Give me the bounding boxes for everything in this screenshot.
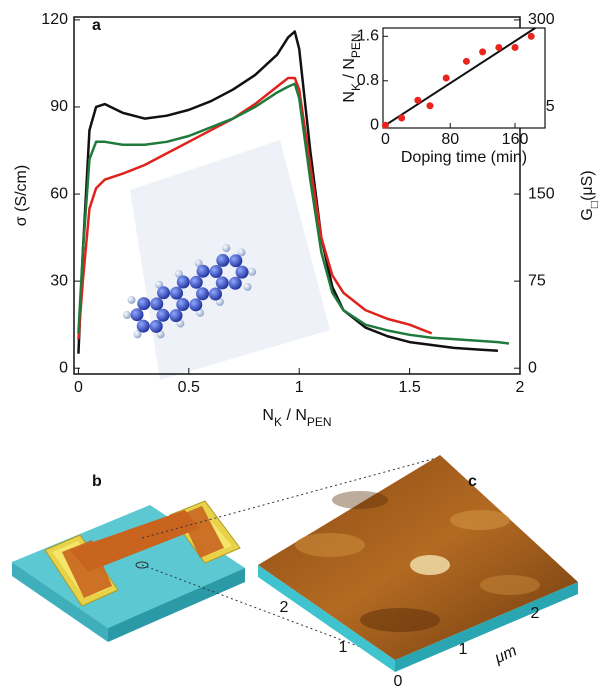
axis-label: 2 [280,599,289,616]
point [398,114,406,122]
y-axis-label: σ (S/cm) [13,165,30,226]
atom-c [176,298,190,312]
atom-h [127,295,136,304]
y-tick-label: 1.6 [357,28,379,45]
atom-c [176,275,190,289]
axis-label: G□(μS) [579,170,601,220]
atom-h [243,282,252,291]
device [12,456,441,661]
axis-label: 0 [394,673,403,690]
x-tick-label: 1 [295,379,304,396]
panel-label: c [468,473,477,490]
atom-h [222,244,231,253]
y-tick-label: 0 [59,359,68,376]
atom-c [149,319,163,333]
atom-h [237,248,246,257]
inset-frame [382,27,546,129]
axis-label: 1 [459,641,468,658]
y-tick-label: 0.8 [357,72,379,89]
series-line [77,82,510,345]
atom-c [189,298,203,312]
y-tick-label: 30 [50,272,68,289]
point [479,48,487,56]
atom-c [189,275,203,289]
fit-line [384,27,536,127]
atom-c [156,308,170,322]
atom-c [170,286,184,300]
atom-h [133,330,142,339]
y2-tick-label: 0 [528,359,537,376]
x-tick-label: 0 [74,379,83,396]
y-tick-label: 120 [41,11,68,28]
y-tick-label: 90 [50,98,68,115]
panel-label: b [92,473,102,490]
afm-image [258,455,578,672]
atom-c [137,297,151,311]
point [426,102,434,110]
x-tick-label: 0 [381,131,390,148]
y2-tick-label: 300 [528,11,555,28]
point [462,57,470,65]
axis-label-part: K [274,415,282,429]
atom-c [157,286,171,300]
series-line [77,76,433,340]
x-tick-label: 1.5 [398,379,420,396]
point [442,74,450,82]
point [414,96,422,104]
atom-c [209,265,223,279]
axis-label-part: G [579,208,596,220]
y-tick-label: 60 [50,185,68,202]
atom-c [209,287,223,301]
axis-label-part: PEN [307,415,332,429]
atom-c [228,276,242,290]
axis-label: NK / NPEN [341,33,363,102]
y2-tick-label: 75 [528,272,546,289]
axis-label-part: □ [587,201,601,208]
point [511,43,519,51]
atom-c [215,276,229,290]
axis-label: NK / NPEN [262,407,331,429]
series-line [77,30,499,354]
axis-label-part: N [341,91,358,103]
axis-label-part: PEN [349,33,363,58]
axis-label-part: / N [341,58,358,83]
point [381,121,389,129]
axis-label-part: (μS) [579,170,596,201]
x-tick-label: 160 [502,131,529,148]
axis-label-part: K [349,83,363,91]
axis-unit: μm [491,642,519,667]
y2-tick-label: 150 [528,185,555,202]
atom-c [169,309,183,323]
atom-h [122,311,131,320]
axis-label: 2 [531,605,540,622]
point [527,32,535,40]
axis-label-part: / N [282,407,307,424]
x-axis-label: Doping time (min) [401,149,527,166]
atom-c [229,254,243,268]
axis-label: 1 [339,639,348,656]
x-tick-label: 0.5 [178,379,200,396]
y-tick-label: 0 [370,116,379,133]
plot-frame [73,16,521,375]
atom-c [196,287,210,301]
x-tick-label: 80 [441,131,459,148]
molecule [122,244,257,339]
atom-h [248,267,257,276]
atom-c [136,319,150,333]
panel-label: a [92,17,101,34]
atom-c [216,253,230,267]
x-tick-label: 2 [516,379,525,396]
point [495,43,503,51]
atom-c [130,308,144,322]
axis-label-part: N [262,407,274,424]
atom-c [235,265,249,279]
atom-c [150,297,164,311]
atom-c [196,264,210,278]
